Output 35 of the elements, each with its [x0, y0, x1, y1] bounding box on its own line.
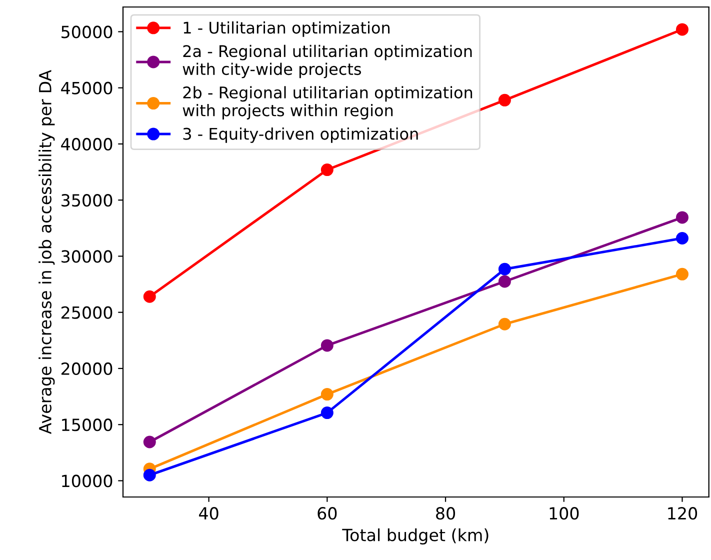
x-tick-label: 80	[436, 507, 456, 520]
point	[320, 406, 334, 420]
point	[143, 436, 156, 448]
y-tick-label: 25000	[61, 306, 112, 319]
legend-label: 2b - Regional utilitarian optimization with projects within region	[182, 86, 472, 120]
x-tick-label: 40	[199, 507, 218, 520]
point	[498, 94, 511, 106]
point	[320, 388, 334, 401]
y-tick-label: 50000	[62, 26, 112, 38]
point	[143, 290, 156, 303]
point	[498, 318, 511, 330]
legend-label: 2a - Regional utilitarian optimization with city-wide projects	[182, 44, 472, 78]
y-tick-label: 40000	[61, 138, 112, 151]
point	[498, 275, 511, 288]
point	[143, 468, 156, 482]
point	[676, 268, 688, 280]
point	[320, 164, 334, 176]
x-axis-title: Total budget (km)	[342, 528, 488, 545]
x-tick-label: 60	[318, 507, 337, 520]
point	[676, 23, 688, 36]
point	[676, 211, 688, 224]
point	[320, 339, 334, 352]
y-axis-title: Average increase in job accessibility per DA	[38, 70, 55, 434]
legend-label: 1 - Utilitarian optimization	[184, 21, 390, 37]
point	[498, 262, 511, 276]
x-tick-label: 100	[550, 507, 579, 520]
y-tick-label: 35000	[62, 194, 112, 207]
y-tick-label: 20000	[61, 362, 112, 376]
y-tick-label: 30000	[62, 250, 112, 263]
y-tick-label: 10000	[62, 474, 112, 488]
y-tick-label: 45000	[61, 82, 112, 94]
legend-label: 3 - Equity-driven optimization	[183, 127, 418, 143]
point	[676, 232, 688, 244]
x-tick-label: 120	[668, 507, 698, 520]
y-tick-label: 15000	[62, 418, 112, 432]
